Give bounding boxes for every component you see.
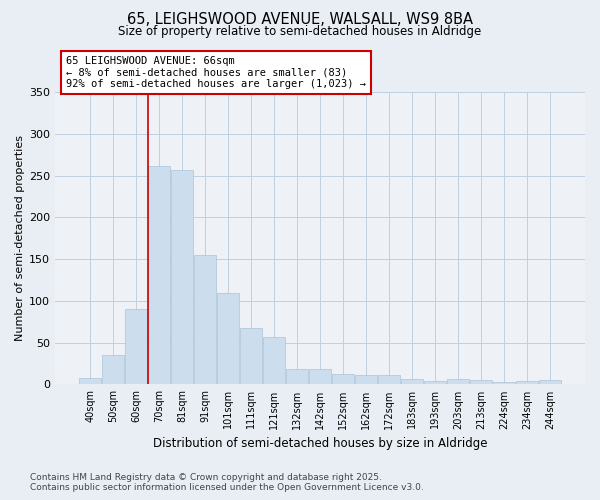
Bar [286, 370, 308, 384]
Bar [539, 380, 561, 384]
Text: Contains HM Land Registry data © Crown copyright and database right 2025.
Contai: Contains HM Land Registry data © Crown c… [30, 473, 424, 492]
Bar [148, 166, 170, 384]
Bar [171, 170, 193, 384]
Bar [378, 375, 400, 384]
Bar [401, 380, 423, 384]
Text: Size of property relative to semi-detached houses in Aldridge: Size of property relative to semi-detach… [118, 25, 482, 38]
Bar [263, 337, 285, 384]
Bar [125, 309, 147, 384]
Bar [309, 370, 331, 384]
Text: 65 LEIGHSWOOD AVENUE: 66sqm
← 8% of semi-detached houses are smaller (83)
92% of: 65 LEIGHSWOOD AVENUE: 66sqm ← 8% of semi… [66, 56, 366, 89]
Bar [447, 378, 469, 384]
Bar [424, 381, 446, 384]
Text: 65, LEIGHSWOOD AVENUE, WALSALL, WS9 8BA: 65, LEIGHSWOOD AVENUE, WALSALL, WS9 8BA [127, 12, 473, 28]
Bar [79, 378, 101, 384]
Bar [217, 292, 239, 384]
Bar [194, 255, 216, 384]
Bar [516, 381, 538, 384]
Bar [493, 382, 515, 384]
Bar [240, 328, 262, 384]
Bar [470, 380, 492, 384]
Bar [332, 374, 354, 384]
X-axis label: Distribution of semi-detached houses by size in Aldridge: Distribution of semi-detached houses by … [153, 437, 487, 450]
Y-axis label: Number of semi-detached properties: Number of semi-detached properties [15, 135, 25, 341]
Bar [355, 375, 377, 384]
Bar [102, 355, 124, 384]
